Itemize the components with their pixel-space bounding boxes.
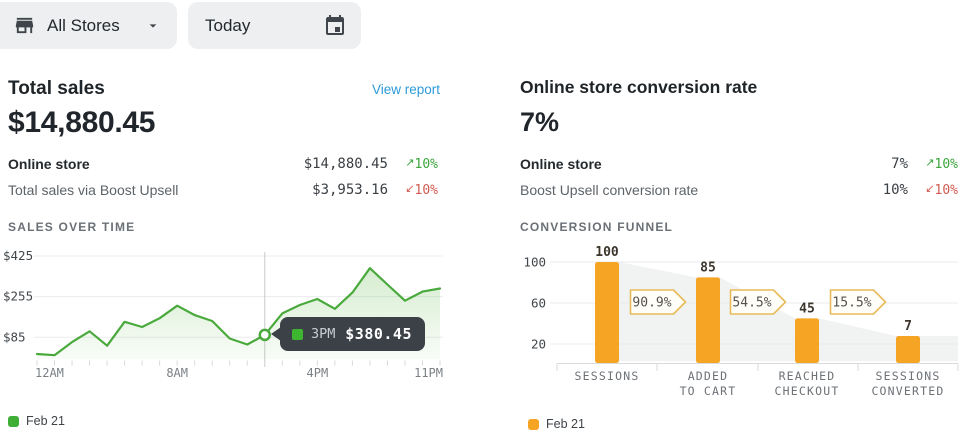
total-sales-value: $14,880.45 (8, 106, 156, 139)
funnel-bar (595, 262, 619, 363)
tooltip-time: 3PM (311, 326, 336, 342)
legend-label: Feb 21 (546, 417, 585, 431)
funnel-bar (696, 277, 720, 363)
sales-line-series (35, 267, 442, 357)
calendar-icon (323, 14, 347, 38)
category-label: SESSIONS (575, 369, 640, 383)
arrow-up-icon: ↗ (925, 155, 935, 169)
chevron-down-icon (145, 18, 161, 34)
bar-value-label: 85 (700, 260, 716, 275)
y-axis-label: 20 (531, 337, 546, 352)
date-selector-button[interactable]: Today (188, 2, 361, 49)
view-report-link[interactable]: View report (371, 82, 440, 97)
bar-value-label: 7 (904, 319, 912, 334)
hover-point-marker (258, 328, 272, 342)
category-label: TO CART (680, 384, 737, 398)
metric-value: $14,880.45 (303, 156, 388, 172)
sales-chart-legend: Feb 21 (8, 414, 65, 428)
y-axis-label: $425 (3, 248, 33, 263)
category-label: ADDED (688, 369, 729, 383)
funnel-chart-legend: Feb 21 (528, 417, 585, 431)
metric-row: Boost Upsell conversion rate 10% ↙10% (520, 177, 958, 203)
metric-label: Boost Upsell conversion rate (520, 182, 699, 198)
conversion-rate-title: Online store conversion rate (520, 77, 758, 97)
total-sales-title: Total sales (8, 78, 105, 99)
category-label: CONVERTED (871, 384, 944, 398)
category-label: SESSIONS (876, 369, 941, 383)
legend-swatch-green (8, 415, 19, 427)
store-icon (13, 14, 36, 37)
conversion-funnel-heading: CONVERSION FUNNEL (520, 220, 674, 234)
metric-label: Online store (520, 156, 602, 172)
funnel-bar (795, 318, 819, 363)
metric-label: Online store (8, 156, 90, 172)
y-axis-label: 100 (523, 255, 546, 270)
bar-value-label: 100 (595, 245, 619, 260)
metric-value: $3,953.16 (312, 182, 388, 198)
metric-delta-up: ↗10% (925, 155, 958, 172)
metric-delta-down: ↙10% (405, 181, 438, 198)
category-label: CHECKOUT (775, 384, 840, 398)
metric-delta-up: ↗10% (405, 155, 438, 172)
funnel-bar (896, 336, 920, 363)
y-axis-label: $255 (3, 289, 33, 304)
legend-label: Feb 21 (26, 414, 65, 428)
metric-value: 10% (882, 182, 908, 198)
x-axis-label: 12AM (35, 366, 64, 380)
store-selector-label: All Stores (47, 15, 120, 35)
store-selector-button[interactable]: All Stores (0, 2, 177, 49)
metric-row: Online store $14,880.45 ↗10% (8, 151, 438, 177)
y-axis-label: 60 (531, 296, 546, 311)
total-sales-rows: Online store $14,880.45 ↗10% Total sales vi… (8, 151, 438, 203)
arrow-up-icon: ↗ (405, 155, 415, 169)
conversion-tag (829, 289, 887, 315)
metric-delta-down: ↙10% (925, 181, 958, 198)
arrow-down-icon: ↙ (405, 181, 415, 195)
x-axis-label: 4PM (307, 366, 329, 380)
bar-value-label: 45 (799, 301, 815, 316)
metric-value: 7% (891, 156, 908, 172)
x-axis-label: 11PM (414, 366, 443, 380)
conversion-tag-label: 15.5% (832, 296, 871, 311)
category-label: REACHED (779, 369, 836, 383)
metric-label: Total sales via Boost Upsell (8, 182, 179, 198)
metric-row: Total sales via Boost Upsell $3,953.16 ↙10… (8, 177, 438, 203)
conversion-tag-label: 54.5% (732, 296, 771, 311)
legend-swatch-orange (528, 418, 539, 430)
arrow-down-icon: ↙ (925, 181, 935, 195)
conversion-tag (729, 289, 787, 315)
metric-row: Online store 7% ↗10% (520, 151, 958, 177)
chart-tooltip: 3PM $380.45 (271, 317, 425, 351)
tooltip-value: $380.45 (345, 325, 412, 343)
conversion-funnel-chart: 100 60 20 100 85 45 7 90.9% 54.5% 15.5% SESSIONS AD… (523, 245, 959, 398)
sales-over-time-heading: SALES OVER TIME (8, 220, 136, 234)
conversion-rate-rows: Online store 7% ↗10% Boost Upsell conversio… (520, 151, 958, 203)
tooltip-series-swatch (292, 328, 303, 340)
date-selector-label: Today (205, 15, 251, 35)
y-axis-label: $85 (3, 329, 26, 344)
total-sales-header: Total sales View report (8, 78, 440, 100)
conversion-tag-label: 90.9% (632, 296, 671, 311)
conversion-tag (629, 289, 687, 315)
conversion-rate-value: 7% (520, 107, 560, 137)
x-axis-label: 8AM (166, 366, 188, 380)
